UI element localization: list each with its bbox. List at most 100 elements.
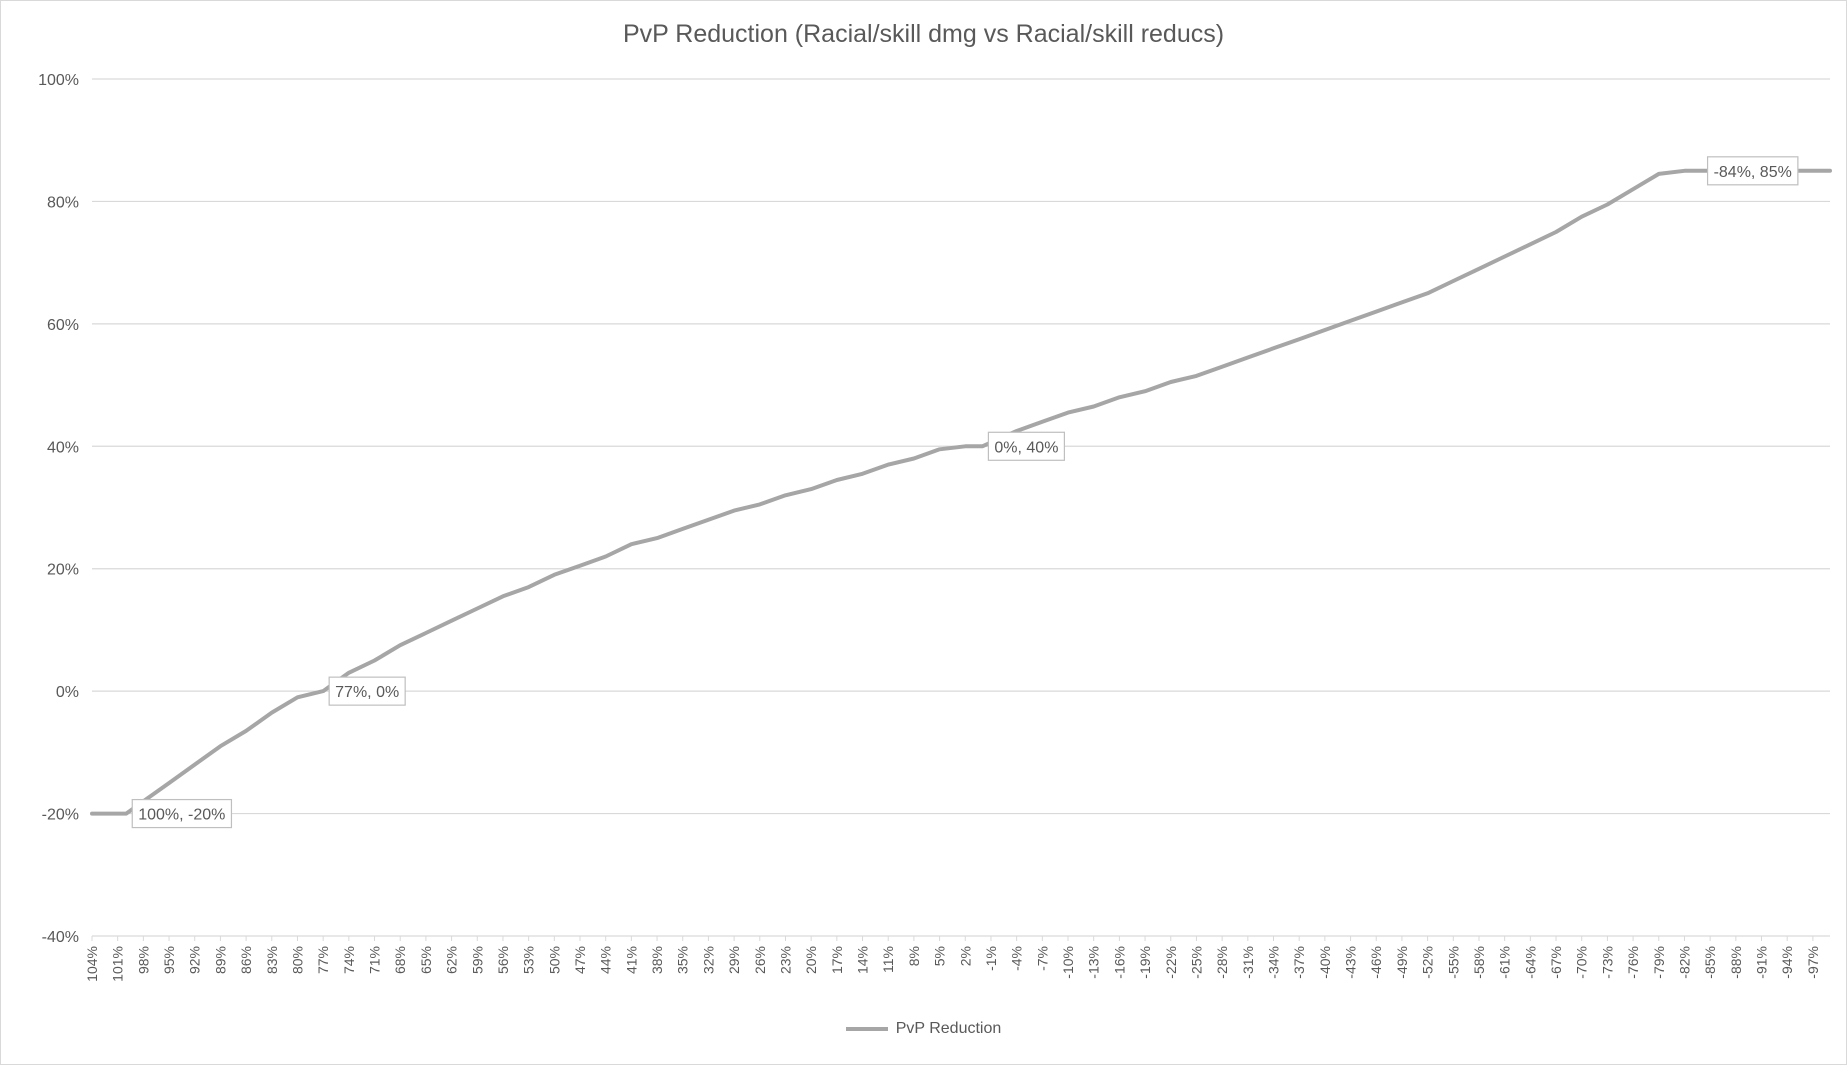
data-callout: 100%, -20%: [131, 798, 233, 829]
legend: PvP Reduction: [0, 1020, 1847, 1038]
legend-label: PvP Reduction: [895, 1020, 1002, 1037]
x-tick-label: 38%: [649, 946, 665, 974]
x-tick-label: 44%: [598, 946, 614, 974]
x-tick-label: 53%: [521, 946, 537, 974]
x-tick-label: 92%: [187, 946, 203, 974]
gridlines: [92, 78, 1830, 937]
series-line: [90, 168, 1832, 816]
callout-label: 100%, -20%: [138, 807, 225, 824]
callout-box: [987, 431, 1066, 461]
x-tick-label: 8%: [906, 946, 922, 966]
y-tick-label: 80%: [47, 194, 79, 211]
callout-label: 0%, 40%: [994, 439, 1058, 456]
x-tick-label: 35%: [675, 946, 691, 974]
x-tick-label: -19%: [1137, 946, 1153, 979]
x-tick-label: 74%: [341, 946, 357, 974]
x-tick-label: 68%: [392, 946, 408, 974]
y-tick-label: 0%: [56, 684, 79, 701]
y-axis-ticks: 100% 80% 60% 40% 20% 0% -20% -40%: [38, 72, 79, 946]
x-tick-label: 26%: [752, 946, 768, 974]
x-tick-label: -85%: [1702, 946, 1718, 979]
x-tick-label: 14%: [855, 946, 871, 974]
x-tick-label: -88%: [1728, 946, 1744, 979]
y-tick-label: 60%: [47, 317, 79, 334]
x-tick-label: 50%: [546, 946, 562, 974]
x-tick-label: 32%: [700, 946, 716, 974]
x-tick-label: -46%: [1368, 946, 1384, 979]
x-tick-label: -82%: [1676, 946, 1692, 979]
x-tick-label: -7%: [1034, 946, 1050, 971]
x-tick-label: 47%: [572, 946, 588, 974]
data-callout: 77%, 0%: [328, 676, 406, 706]
x-tick-label: -49%: [1394, 946, 1410, 979]
x-tick-label: -22%: [1163, 946, 1179, 979]
callout-label: -84%, 85%: [1714, 164, 1792, 181]
x-tick-label: -55%: [1445, 946, 1461, 979]
x-tick-label: -70%: [1574, 946, 1590, 979]
x-tick-label: 71%: [367, 946, 383, 974]
x-tick-label: -1%: [983, 946, 999, 971]
x-tick-label: -43%: [1343, 946, 1359, 979]
x-tick-label: 65%: [418, 946, 434, 974]
callout-box: [328, 676, 406, 706]
x-tick-label: -97%: [1805, 946, 1821, 979]
x-tick-label: -76%: [1625, 946, 1641, 979]
x-tick-label: -67%: [1548, 946, 1564, 979]
data-callout: -84%, 85%: [1706, 156, 1799, 186]
x-tick-label: -37%: [1291, 946, 1307, 979]
x-tick-label: -64%: [1522, 946, 1538, 979]
x-tick-label: -16%: [1111, 946, 1127, 979]
x-tick-label: -79%: [1651, 946, 1667, 979]
y-tick-label: 100%: [38, 72, 79, 89]
x-tick-label: -52%: [1420, 946, 1436, 979]
callout-label: 77%, 0%: [335, 684, 399, 701]
x-tick-label: -34%: [1265, 946, 1281, 979]
x-tick-label: 29%: [726, 946, 742, 974]
x-tick-label: -31%: [1240, 946, 1256, 979]
x-tick-label: 62%: [444, 946, 460, 974]
x-tick-label: 2%: [957, 946, 973, 966]
x-tick-label: 77%: [315, 946, 331, 974]
x-tick-label: 59%: [469, 946, 485, 974]
x-tick-label: 80%: [289, 946, 305, 974]
x-tick-label: 5%: [932, 946, 948, 966]
callout-box: [131, 798, 233, 829]
x-tick-label: -13%: [1086, 946, 1102, 979]
x-tick-label: 83%: [264, 946, 280, 974]
x-tick-label: -61%: [1497, 946, 1513, 979]
x-axis-ticks: 104% 101% 98% 95% 92% 89% 86% 83% 80% 77% 74% 71% 68…: [84, 936, 1821, 982]
x-tick-label: -25%: [1188, 946, 1204, 979]
x-tick-label: -40%: [1317, 946, 1333, 979]
x-tick-label: 98%: [135, 946, 151, 974]
y-tick-label: 20%: [47, 562, 79, 579]
y-tick-label: -20%: [42, 807, 79, 824]
x-tick-label: -91%: [1754, 946, 1770, 979]
x-tick-label: 56%: [495, 946, 511, 974]
x-tick-label: -58%: [1471, 946, 1487, 979]
callout-box: [1706, 156, 1799, 186]
data-callouts: 100%, -20% 77%, 0% 0%, 40% -84%, 85%: [131, 156, 1799, 829]
x-tick-label: 95%: [161, 946, 177, 974]
x-tick-label: -4%: [1009, 946, 1025, 971]
x-tick-label: 101%: [110, 946, 126, 982]
x-tick-label: 11%: [880, 946, 896, 973]
y-tick-label: -40%: [42, 929, 79, 946]
x-tick-label: 104%: [84, 946, 100, 982]
x-tick-label: 41%: [623, 946, 639, 974]
x-tick-label: -10%: [1060, 946, 1076, 979]
series-group: [90, 168, 1832, 816]
chart-title: PvP Reduction (Racial/skill dmg vs Racia…: [622, 20, 1225, 48]
x-tick-label: -94%: [1779, 946, 1795, 979]
legend-swatch: [845, 1027, 888, 1031]
x-tick-label: 20%: [803, 946, 819, 974]
x-tick-label: -73%: [1599, 946, 1615, 979]
x-tick-label: -28%: [1214, 946, 1230, 979]
x-tick-label: 23%: [777, 946, 793, 974]
x-tick-label: 89%: [212, 946, 228, 974]
y-tick-label: 40%: [47, 439, 79, 456]
x-tick-label: 17%: [829, 946, 845, 974]
data-callout: 0%, 40%: [987, 431, 1066, 461]
x-tick-label: 86%: [238, 946, 254, 974]
